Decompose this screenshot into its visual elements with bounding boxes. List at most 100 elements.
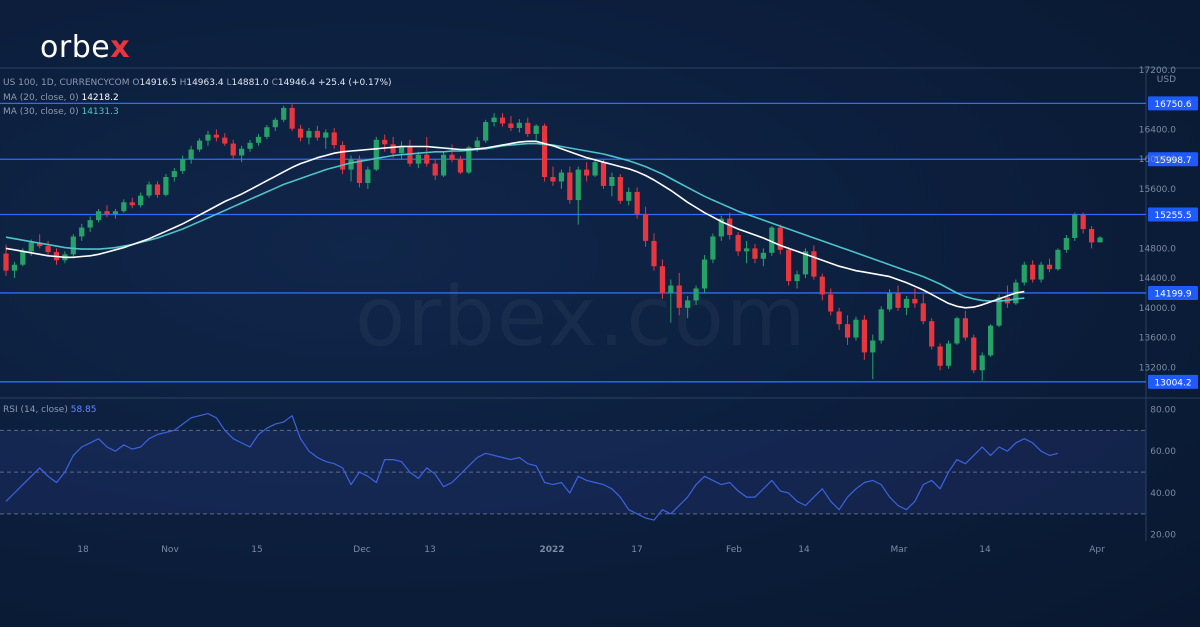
candle-body [474,140,480,148]
candle-body [457,159,464,173]
candle-body [1046,264,1053,270]
price-tick-label: 14400.0 [1139,274,1176,284]
candle-body [735,234,741,252]
candle-body [929,321,935,347]
candle-body [314,130,320,138]
x-tick-label: Nov [161,545,179,555]
candle-body [188,149,194,160]
candle-body [466,147,472,173]
candle-body [701,259,708,289]
watermark: orbex.com [355,270,808,365]
candle-body [634,191,640,215]
candle-body [903,298,910,308]
candle-body [3,253,9,271]
rsi-tick-label: 40.00 [1150,489,1176,499]
x-tick-label: 15 [251,545,262,555]
candle-body [356,159,363,183]
legend-c-value: 14946.4 [277,78,316,88]
candle-body [154,184,161,195]
x-tick-label: Mar [891,545,908,555]
rsi-line [5,413,1059,521]
candle-body [79,227,85,237]
legend-ma30-label: MA (30, close, 0) [3,107,79,117]
logo-x: x [110,30,131,65]
candle-body [213,134,219,138]
candle-body [887,292,893,310]
candle-body [28,242,34,252]
candle-body [340,145,346,170]
candle-body [609,177,615,186]
candle-body [1021,264,1027,283]
candle-body [541,125,548,178]
candle-body [239,148,245,156]
x-tick-label: Dec [353,545,370,555]
candle-body [617,177,623,201]
candle-body [373,139,379,170]
candle-body [1038,264,1044,280]
horizontal-levels: 16750.6 15998.7 15255.5 14199.9 13004.2 [0,96,1198,389]
level-badge [1148,374,1198,389]
rsi-tick-label: 20.00 [1150,531,1176,541]
candle-body [264,127,270,137]
candle-body [272,119,278,128]
x-tick-label: 14 [798,545,810,555]
candle-body [222,137,228,144]
axes: 17200.0 16400.0 16000.0 15600.0 14800.0 14400… [77,66,1176,555]
x-tick-label: Apr [1089,545,1105,555]
candle-body [171,171,177,178]
candle-body [1063,237,1069,250]
candle-body [440,154,447,176]
candle-body [331,132,337,146]
candle-body [1080,214,1086,230]
chart-legend: US 100, 1D, CURRENCYCOM O14916.5 H14963.… [3,76,392,120]
candle-body [861,319,867,353]
candle-body [878,309,884,341]
x-tick-label: 14 [979,545,991,555]
x-tick-label: 18 [77,545,89,555]
candle-body [11,264,18,271]
candle-body [533,125,539,134]
candle-body [1030,264,1036,280]
candle-body [954,318,960,344]
candle-body [962,318,968,338]
candle-body [769,227,775,253]
level-label: 14199.9 [1154,289,1191,299]
legend-l-value: 14881.0 [231,78,269,88]
level-badge [1148,207,1198,222]
candle-body [971,337,977,371]
candle-body [659,266,666,293]
candle-body [752,248,758,259]
candle-body [1055,249,1061,270]
price-tick-label: 17200.0 [1139,66,1176,76]
candle-body [516,122,522,128]
candle-body [1088,229,1095,243]
candle-body [112,211,119,215]
candle-body [920,303,926,322]
candle-body [37,242,43,247]
candle-body [95,211,102,221]
price-tick-label: 13600.0 [1139,334,1176,344]
candle-body [205,134,211,141]
logo-text: orbe [40,30,111,65]
candle-body [844,324,851,338]
legend-change: +25.4 (+0.17%) [317,78,392,88]
price-tick-label: 14800.0 [1139,244,1176,254]
x-tick-label: 17 [631,545,642,555]
x-tick-label: 2022 [539,545,564,555]
candle-body [121,202,127,212]
candle-body [626,191,632,201]
legend-ma20-value: 14218.2 [81,92,119,103]
rsi-legend-label: RSI (14, close) [3,405,68,415]
candle-body [693,288,699,301]
legend-ma20-row: MA (20, close, 0) 14218.2 [3,91,392,106]
candle-body [508,123,514,128]
candle-body [777,227,783,250]
candle-body [87,220,93,228]
candle-body [853,319,859,338]
candle-body [230,143,236,156]
candle-body [895,292,901,308]
rsi-legend: RSI (14, close) 58.85 [3,405,97,415]
candle-body [129,202,135,206]
